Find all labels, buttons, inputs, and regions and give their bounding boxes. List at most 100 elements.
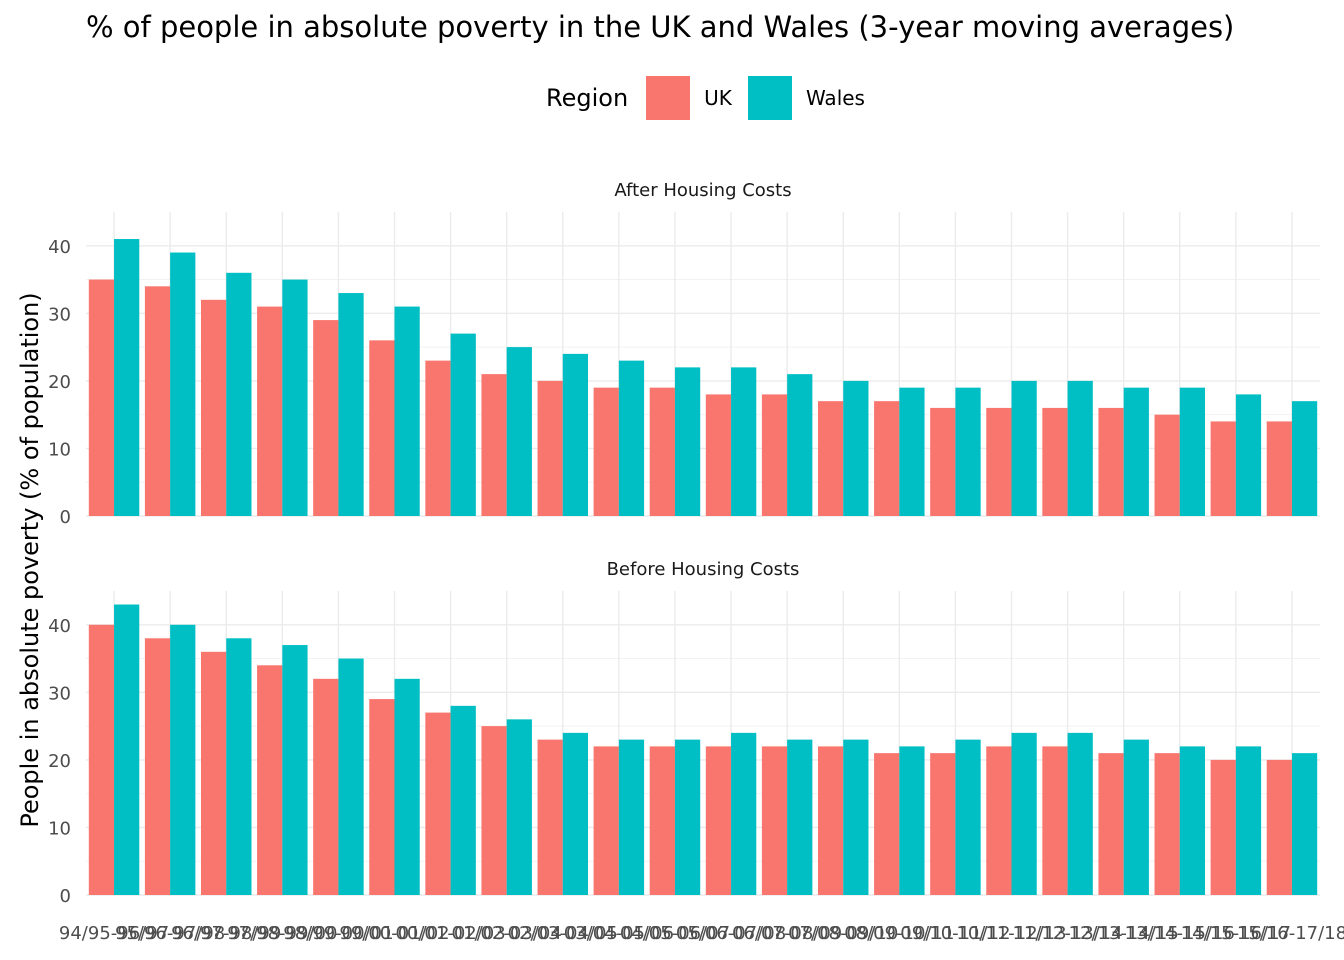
x-tick-label: 15/16-17/18 [1237,923,1344,944]
bar-uk-ahc [257,306,283,516]
bar-wales-bhc [1235,746,1262,895]
bar-wales-bhc [899,746,925,895]
bar-wales-bhc [1011,732,1037,895]
bar-uk-bhc [986,746,1012,895]
bar-wales-ahc [338,293,364,516]
bar-uk-bhc [1042,746,1068,895]
bar-wales-ahc [955,387,981,516]
bar-wales-ahc [114,239,140,516]
x-tick-label: 01/02-03/04 [452,923,562,944]
bar-wales-ahc [506,347,532,516]
x-tick-label: 96/97-98/99 [171,923,281,944]
bar-wales-bhc [562,732,589,895]
bar-wales-ahc [1011,380,1037,516]
bar-wales-ahc [1123,387,1149,516]
bar-uk-ahc [200,299,227,516]
bar-uk-bhc [313,678,339,895]
bar-uk-bhc [705,746,732,895]
x-tick-label: 99/00-01/02 [339,923,449,944]
bar-uk-bhc [1210,759,1236,895]
y-tick-label: 30 [48,304,71,325]
bar-uk-bhc [481,726,507,895]
bar-wales-ahc [674,367,701,516]
bar-wales-bhc [394,678,420,895]
bar-uk-ahc [313,320,339,516]
x-tick-label: 95/96-97/98 [115,923,225,944]
bar-uk-ahc [930,407,956,516]
y-tick-label: 0 [60,507,71,528]
bar-wales-bhc [506,719,532,895]
bar-uk-ahc [1154,414,1180,516]
x-tick-label: 13/14-15/16 [1125,923,1235,944]
bar-uk-ahc [761,394,788,516]
y-tick-label: 0 [60,886,71,907]
bar-uk-bhc [88,624,115,895]
x-tick-label: 08/09-10/11 [844,923,954,944]
bar-uk-ahc [144,286,171,516]
bar-wales-ahc [394,306,420,516]
bar-wales-ahc [562,353,589,516]
bar-uk-ahc [874,401,900,516]
legend: Region UK Wales [546,76,881,120]
panel-label: Before Housing Costs [607,559,800,580]
x-tick-label: 09/10-11/12 [900,923,1010,944]
x-tick-label: 02/03-04/05 [508,923,618,944]
bar-uk-bhc [817,746,844,895]
x-tick-label: 07/08-09/10 [788,923,898,944]
bar-uk-ahc [481,374,507,516]
bar-wales-ahc [170,252,196,517]
bar-wales-ahc [226,272,252,516]
legend-key-wales [747,76,792,120]
bar-uk-ahc [1210,421,1236,516]
legend-key-uk [646,76,691,120]
bar-uk-bhc [537,739,563,895]
y-tick-label: 30 [48,683,71,704]
bar-wales-bhc [1179,746,1206,895]
x-tick-label: 10/11-12/13 [956,923,1066,944]
bar-wales-ahc [731,367,757,516]
bar-uk-ahc [1098,407,1124,516]
bar-wales-bhc [674,739,701,895]
bar-uk-ahc [425,360,451,516]
bar-wales-bhc [731,732,757,895]
bar-uk-bhc [1098,753,1124,895]
x-tick-label: 05/06-07/08 [676,923,786,944]
x-tick-label: 98/99-00/01 [283,923,393,944]
x-tick-label: 14/15-16/17 [1181,923,1291,944]
bar-uk-bhc [369,699,395,895]
bar-wales-bhc [450,705,476,895]
bar-uk-bhc [257,665,283,895]
legend-label-uk: UK [704,86,732,110]
x-tick-label: 97/98-99/00 [227,923,337,944]
y-tick-label: 10 [48,818,71,839]
bar-wales-ahc [618,360,645,516]
y-axis-label: People in absolute poverty (% of populat… [16,292,44,827]
bar-uk-ahc [369,340,395,516]
bar-uk-ahc [1266,421,1292,516]
bar-wales-bhc [1291,753,1318,895]
x-tick-label: 00/01-02/03 [395,923,505,944]
bar-uk-ahc [537,380,563,516]
y-tick-label: 40 [48,616,71,637]
bar-uk-bhc [874,753,900,895]
bar-wales-bhc [170,624,196,895]
bar-wales-bhc [114,604,140,895]
legend-title: Region [546,84,629,112]
bar-wales-bhc [787,739,813,895]
bar-wales-ahc [1235,394,1262,516]
y-tick-label: 20 [48,372,71,393]
bar-wales-ahc [1179,387,1206,516]
bar-wales-bhc [618,739,645,895]
legend-label-wales: Wales [805,86,865,110]
x-tick-label: 12/13-14/15 [1069,923,1179,944]
bar-wales-ahc [899,387,925,516]
chart-title: % of people in absolute poverty in the U… [86,10,1235,44]
bar-uk-ahc [705,394,732,516]
x-tick-label: 94/95-96/97 [59,923,169,944]
bar-uk-bhc [1154,753,1180,895]
bar-uk-ahc [88,279,115,516]
x-tick-label: 06/07-08/09 [732,923,842,944]
bar-uk-bhc [1266,759,1292,895]
bar-wales-ahc [843,380,869,516]
